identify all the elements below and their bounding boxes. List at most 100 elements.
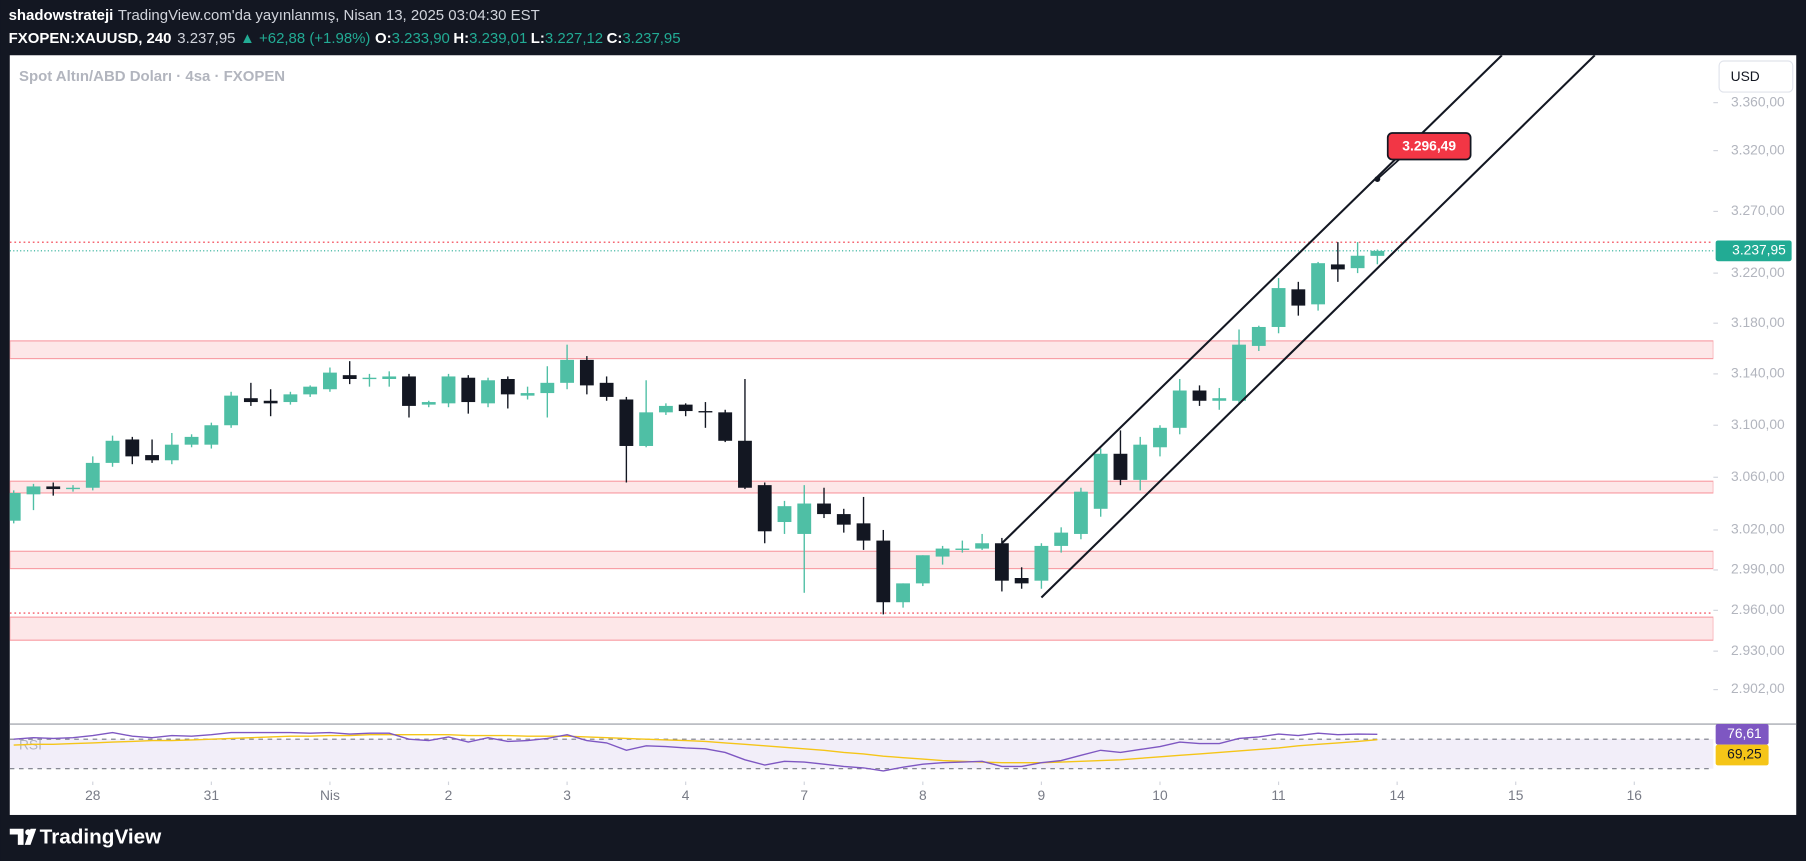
last: 3.237,95 [177, 30, 235, 47]
y-tick-label: 3.100,00 [1731, 416, 1785, 432]
y-tick-label: 3.220,00 [1731, 264, 1785, 280]
candle-body [955, 548, 970, 550]
candle-body [1330, 264, 1345, 270]
x-tick-label: 11 [1271, 787, 1285, 803]
x-tick-label: 9 [1038, 787, 1046, 803]
candle-body [1350, 255, 1365, 269]
candle-body [1054, 532, 1069, 546]
candle-body [481, 380, 495, 404]
change: ▲ +62,88 (+1.98%) [240, 30, 370, 47]
candle-body [1291, 289, 1306, 306]
plot: 3.296,49 [9, 55, 1714, 641]
x-tick-label: 3 [563, 787, 571, 803]
candle-body [421, 402, 436, 405]
x-tick-label: 2 [445, 787, 453, 803]
candle-body [243, 398, 258, 403]
zone [9, 616, 1714, 641]
candle-body [1014, 577, 1029, 584]
candle-body [1153, 427, 1167, 448]
candle-body [85, 462, 100, 488]
y-tick-label: 3.320,00 [1731, 141, 1785, 157]
candle-body [639, 412, 654, 446]
candle-body [1370, 250, 1385, 256]
x-tick-label: 10 [1152, 787, 1168, 803]
x-tick-label: 4 [682, 787, 690, 803]
candle-body [540, 382, 555, 394]
candle-body [1232, 344, 1246, 401]
candle-body [817, 503, 831, 515]
candle-body [777, 506, 792, 523]
candle-body [1271, 288, 1286, 327]
last-price-label: 3.237,95 [1732, 241, 1786, 257]
candle-body [718, 412, 733, 441]
x-tick-label: 31 [204, 787, 219, 803]
candle-body [579, 359, 594, 386]
candle-body [9, 493, 21, 521]
last-price-tag [1715, 240, 1792, 262]
candle-body [836, 514, 851, 525]
candle-body [658, 405, 673, 413]
logo-mark [9, 828, 24, 845]
candle-body [619, 399, 634, 446]
candle-body [1034, 545, 1049, 581]
y-tick-label: 3.060,00 [1731, 468, 1785, 484]
candle-body [599, 382, 614, 397]
candle-body [520, 393, 535, 396]
axes: 3.360,00 3.320,00 3.270,00 3.220,00 3.180,00… [85, 93, 1792, 803]
rsi-ma [13, 734, 1378, 764]
candle-body [342, 375, 357, 379]
rsi-tag-label: 76,61 [1727, 725, 1762, 741]
zone [9, 340, 1714, 360]
candle-body [994, 543, 1009, 581]
candle-body [105, 440, 120, 463]
candle-body [698, 411, 713, 413]
y-tick-label: 2.990,00 [1731, 561, 1785, 577]
y-tick-label: 3.180,00 [1731, 314, 1785, 330]
published: TradingView.com'da yayınlanmış, Nisan 13… [118, 7, 540, 24]
callout-label: 3.296,49 [1402, 137, 1456, 153]
o-value: 3.233,90 [392, 30, 450, 47]
l-label: L: [531, 30, 545, 47]
callout-point [1374, 176, 1381, 182]
chart-area [9, 55, 1797, 815]
candle-body [757, 485, 772, 532]
candle-body [1251, 326, 1266, 346]
candle-body [224, 395, 239, 426]
candle-body [46, 486, 61, 490]
symbol: FXOPEN:XAUUSD, 240 [9, 30, 172, 47]
candle-body [402, 376, 416, 406]
candle-body [1074, 491, 1088, 534]
candle-body [204, 425, 219, 445]
candle-body [1172, 390, 1187, 428]
h-label: H: [453, 30, 469, 47]
y-tick-label: 2.930,00 [1731, 642, 1785, 658]
y-tick-label: 3.360,00 [1731, 93, 1785, 109]
c-value: 3.237,95 [622, 30, 680, 47]
zone [9, 480, 1714, 494]
candle-body [303, 386, 318, 395]
currency-label[interactable]: USD [1731, 68, 1760, 84]
candle-body [125, 439, 140, 457]
channel-line [1040, 55, 1596, 599]
candle-body [678, 404, 693, 412]
candle-body [461, 377, 476, 403]
x-tick-label: 7 [800, 787, 808, 803]
candle-body [382, 376, 397, 379]
author: shadowstrateji [9, 7, 114, 24]
logo-slash [24, 828, 37, 845]
l-value: 3.227,12 [545, 30, 603, 47]
currency-button[interactable] [1718, 60, 1794, 93]
c-label: C: [607, 30, 623, 47]
candle-body [1192, 390, 1207, 401]
rsi-tag [1715, 723, 1769, 745]
footer-logo [9, 828, 37, 845]
candle-body [1093, 453, 1108, 509]
candle-body [323, 372, 337, 390]
candle-body [915, 555, 930, 584]
candle-body [876, 540, 891, 603]
candle-body [560, 359, 575, 383]
y-tick-label: 2.902,00 [1731, 680, 1785, 696]
o-label: O: [375, 30, 392, 47]
y-tick-label: 3.020,00 [1731, 521, 1785, 537]
candle-body [145, 455, 159, 461]
